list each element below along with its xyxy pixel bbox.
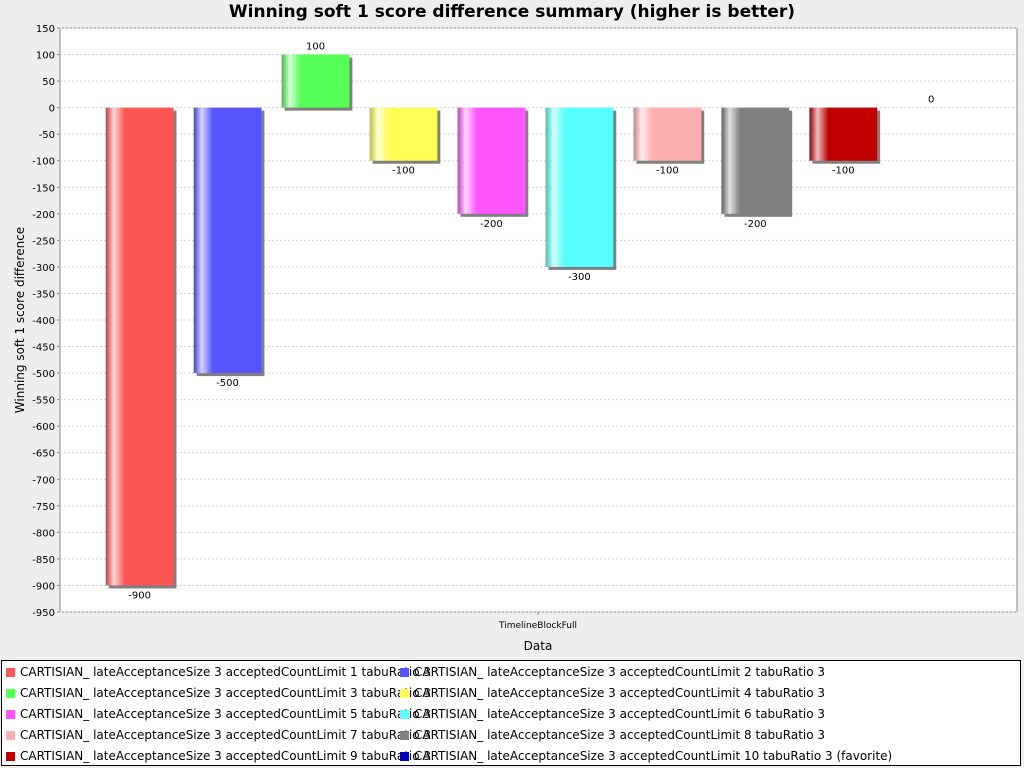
legend-swatch xyxy=(400,730,409,740)
bar-value-label: -200 xyxy=(480,219,503,230)
y-tick-label: -700 xyxy=(32,475,55,486)
bar xyxy=(633,107,702,161)
bar xyxy=(721,107,790,214)
bar-value-label: -100 xyxy=(656,166,679,177)
legend-item: CARTISIAN_ lateAcceptanceSize 3 accepted… xyxy=(400,704,825,724)
bar-value-label: -900 xyxy=(128,590,151,601)
legend-swatch xyxy=(400,667,409,677)
bar-value-label: 0 xyxy=(928,95,934,106)
bar-value-label: -100 xyxy=(832,166,855,177)
legend-swatch xyxy=(400,751,409,761)
y-tick-label: -600 xyxy=(32,422,55,433)
bar xyxy=(457,107,526,214)
y-tick-label: -50 xyxy=(39,130,55,141)
bar xyxy=(281,54,350,108)
legend-label: CARTISIAN_ lateAcceptanceSize 3 accepted… xyxy=(20,749,432,763)
legend-swatch xyxy=(6,688,15,698)
y-axis-title: Winning soft 1 score difference xyxy=(13,227,27,413)
legend-label: CARTISIAN_ lateAcceptanceSize 3 accepted… xyxy=(20,707,432,721)
legend-item: CARTISIAN_ lateAcceptanceSize 3 accepted… xyxy=(6,662,431,682)
y-tick-label: -100 xyxy=(32,157,55,168)
legend-item: CARTISIAN_ lateAcceptanceSize 3 accepted… xyxy=(400,662,825,682)
y-tick-label: -550 xyxy=(32,396,55,407)
y-tick-label: -400 xyxy=(32,316,55,327)
x-axis-title: Data xyxy=(524,639,553,653)
legend-label: CARTISIAN_ lateAcceptanceSize 3 accepted… xyxy=(414,686,826,700)
y-tick-label: -500 xyxy=(32,369,55,380)
bars xyxy=(105,54,881,589)
legend-swatch xyxy=(6,751,15,761)
bar-chart: -950-900-850-800-750-700-650-600-550-500… xyxy=(13,24,1018,653)
legend-item: CARTISIAN_ lateAcceptanceSize 3 accepted… xyxy=(400,725,825,745)
y-tick-label: 150 xyxy=(36,24,55,35)
y-tick-label: -900 xyxy=(32,581,55,592)
y-tick-label: -150 xyxy=(32,183,55,194)
legend: CARTISIAN_ lateAcceptanceSize 3 accepted… xyxy=(1,660,1021,766)
bar xyxy=(105,107,174,586)
legend-swatch xyxy=(400,688,409,698)
bar xyxy=(369,107,438,161)
bar xyxy=(545,107,614,267)
legend-label: CARTISIAN_ lateAcceptanceSize 3 accepted… xyxy=(414,749,893,763)
bar xyxy=(193,107,262,374)
y-axis-ticks: -950-900-850-800-750-700-650-600-550-500… xyxy=(32,24,539,619)
legend-label: CARTISIAN_ lateAcceptanceSize 3 accepted… xyxy=(414,728,826,742)
y-tick-label: -950 xyxy=(32,608,55,619)
y-tick-label: 100 xyxy=(36,51,55,62)
chart-title: Winning soft 1 score difference summary … xyxy=(228,2,796,22)
legend-item: CARTISIAN_ lateAcceptanceSize 3 accepted… xyxy=(6,725,431,745)
y-tick-label: -850 xyxy=(32,555,55,566)
y-tick-label: -250 xyxy=(32,236,55,247)
legend-swatch xyxy=(6,730,15,740)
legend-label: CARTISIAN_ lateAcceptanceSize 3 accepted… xyxy=(414,707,826,721)
y-tick-label: -200 xyxy=(32,210,55,221)
bar-value-label: 100 xyxy=(306,42,325,53)
y-tick-label: -650 xyxy=(32,449,55,460)
legend-item: CARTISIAN_ lateAcceptanceSize 3 accepted… xyxy=(6,746,431,766)
y-tick-label: -450 xyxy=(32,343,55,354)
y-tick-label: 50 xyxy=(42,77,55,88)
x-category-label: TimelineBlockFull xyxy=(498,621,577,631)
data-labels: -900 -500 100 -100 -200 -300 -100 -200 -100 0 xyxy=(128,42,934,602)
bar-value-label: -300 xyxy=(568,272,591,283)
legend-swatch xyxy=(400,709,409,719)
legend-label: CARTISIAN_ lateAcceptanceSize 3 accepted… xyxy=(20,665,432,679)
legend-item: CARTISIAN_ lateAcceptanceSize 3 accepted… xyxy=(6,683,431,703)
legend-label: CARTISIAN_ lateAcceptanceSize 3 accepted… xyxy=(20,686,432,700)
y-tick-label: -800 xyxy=(32,528,55,539)
legend-swatch xyxy=(6,709,15,719)
bar-value-label: -500 xyxy=(216,378,239,389)
y-tick-label: -750 xyxy=(32,502,55,513)
legend-swatch xyxy=(6,667,15,677)
y-tick-label: 0 xyxy=(49,104,55,115)
legend-item: CARTISIAN_ lateAcceptanceSize 3 accepted… xyxy=(400,746,892,766)
legend-item: CARTISIAN_ lateAcceptanceSize 3 accepted… xyxy=(6,704,431,724)
y-tick-label: -350 xyxy=(32,289,55,300)
bar-value-label: -100 xyxy=(392,166,415,177)
legend-label: CARTISIAN_ lateAcceptanceSize 3 accepted… xyxy=(20,728,432,742)
y-tick-label: -300 xyxy=(32,263,55,274)
bar-value-label: -200 xyxy=(744,219,767,230)
legend-label: CARTISIAN_ lateAcceptanceSize 3 accepted… xyxy=(414,665,826,679)
bar xyxy=(809,107,878,161)
legend-item: CARTISIAN_ lateAcceptanceSize 3 accepted… xyxy=(400,683,825,703)
